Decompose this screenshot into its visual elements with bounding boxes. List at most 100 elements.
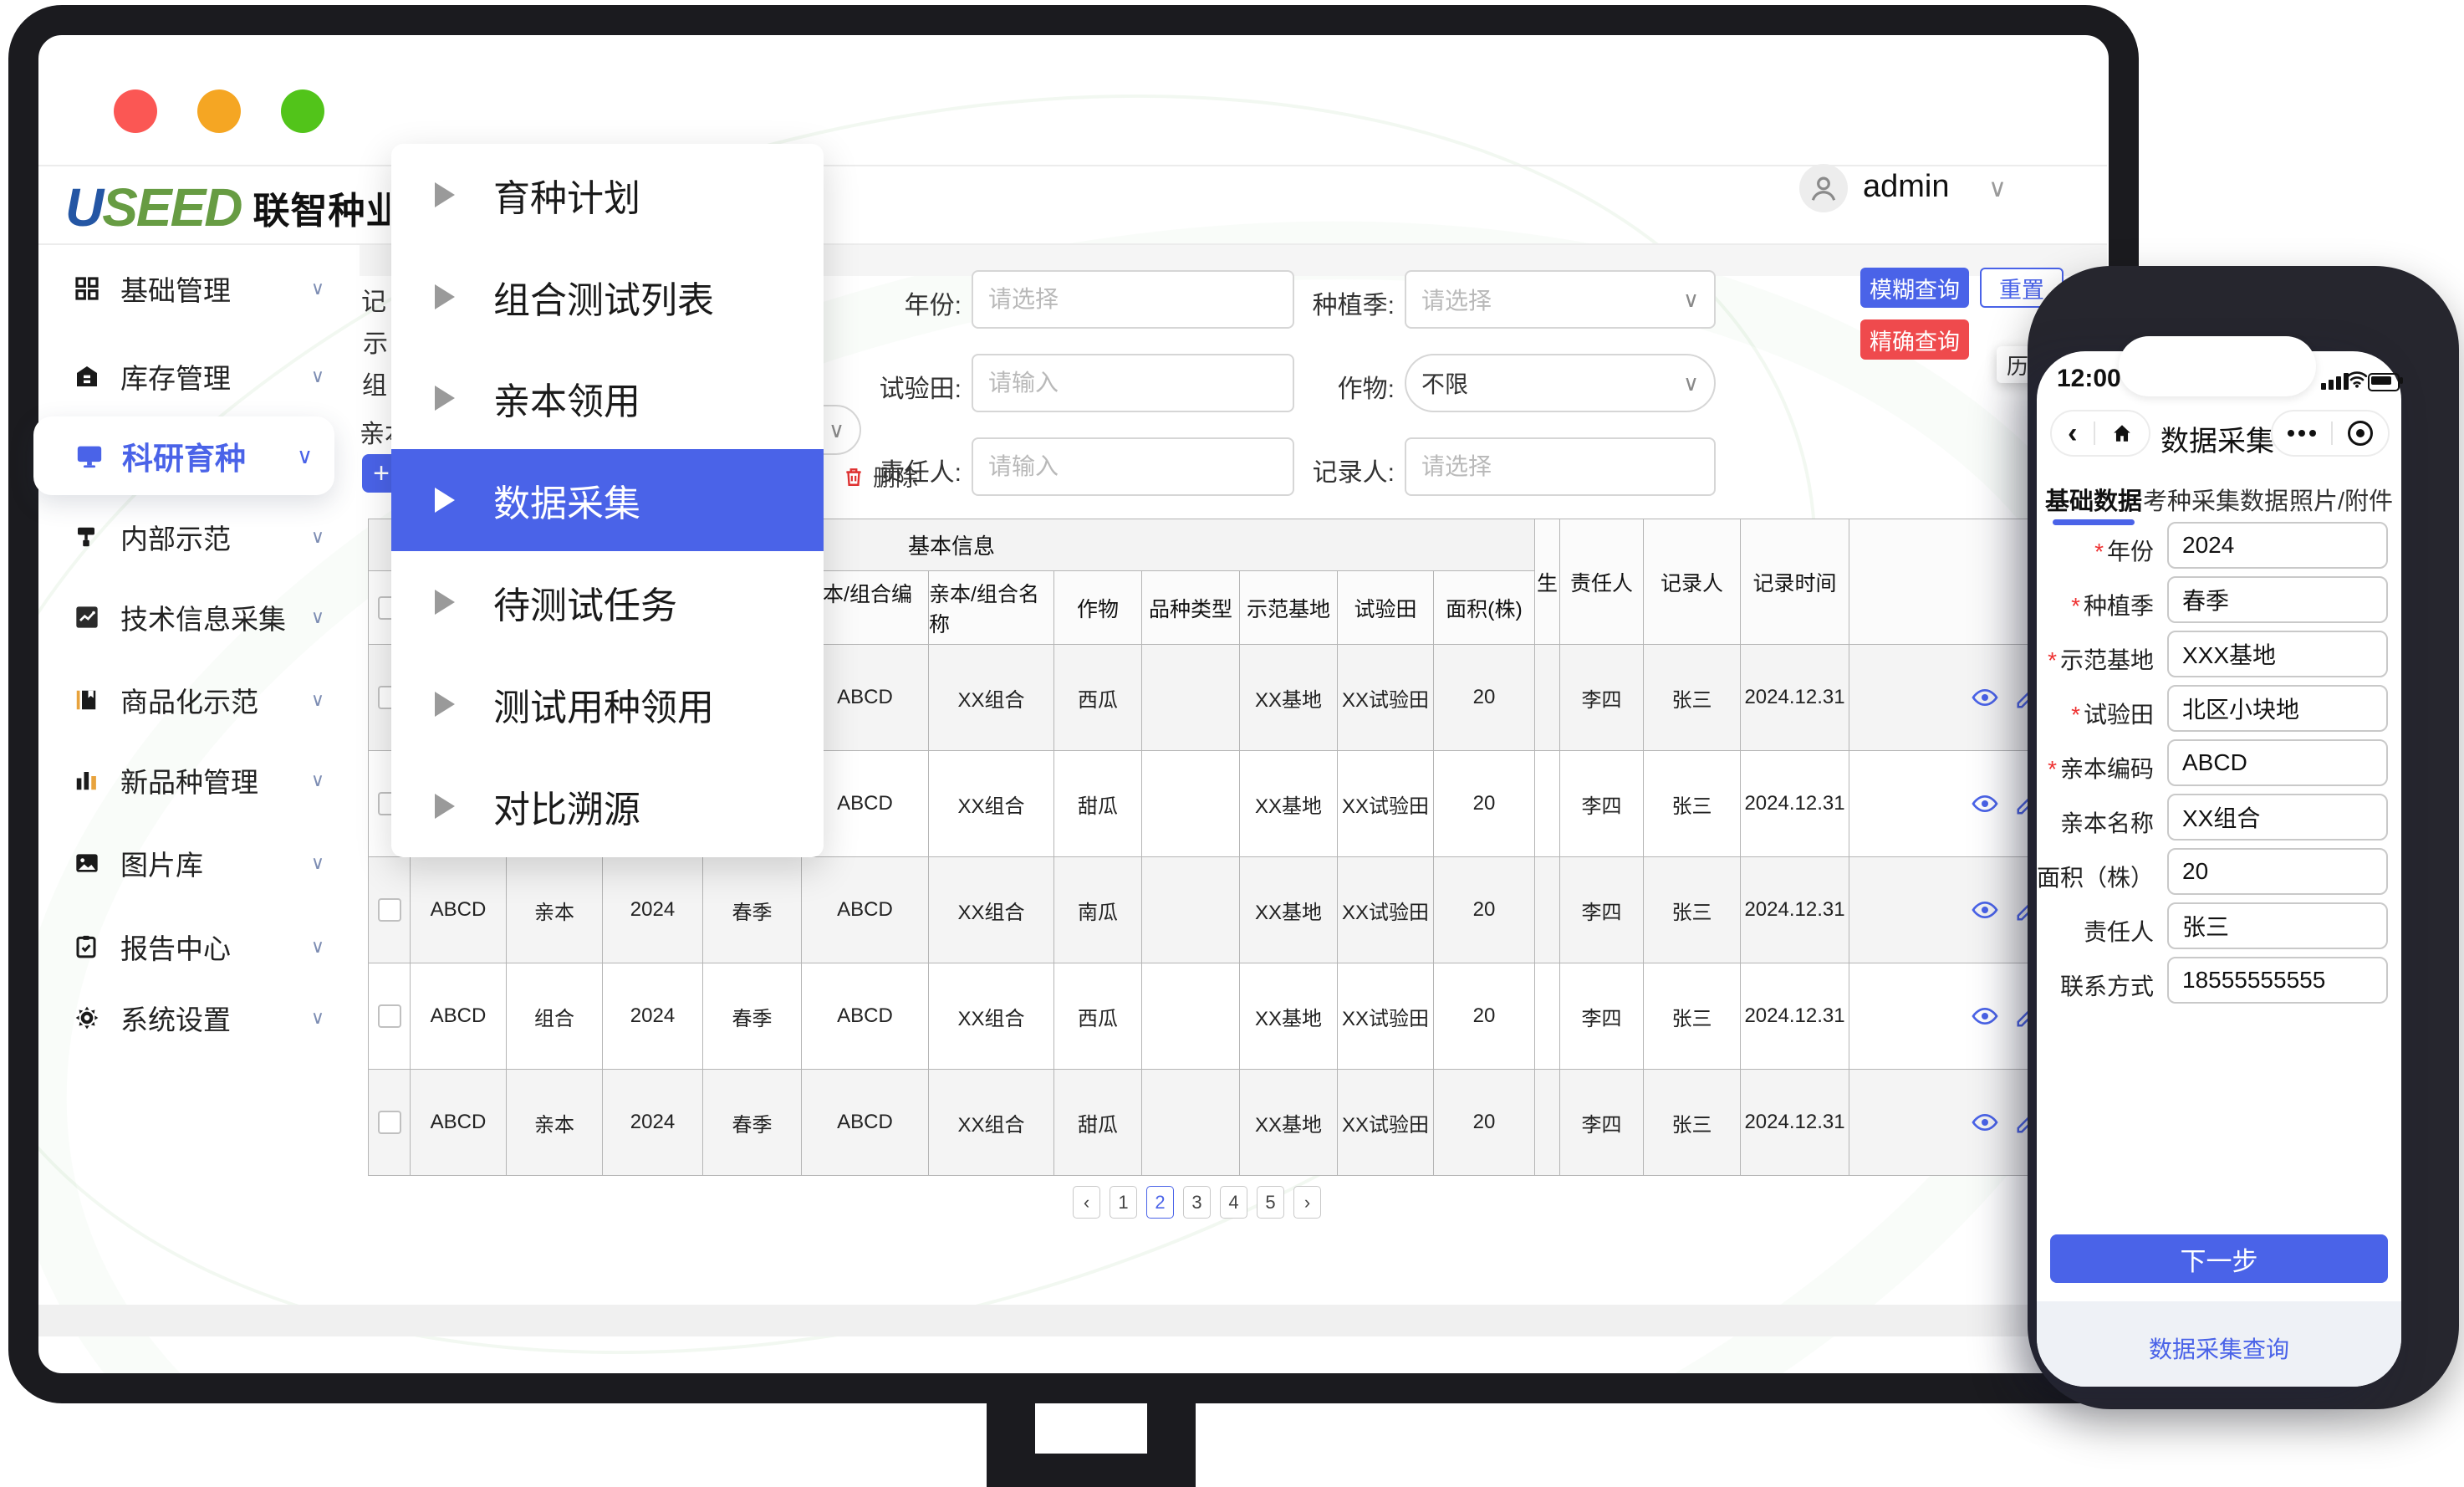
eye-icon[interactable] bbox=[1972, 684, 1998, 711]
submenu-item[interactable]: 数据采集 bbox=[391, 449, 824, 552]
submenu-item[interactable]: 组合测试列表 bbox=[391, 246, 824, 348]
fuzzy-search-button[interactable]: 模糊查询 bbox=[1860, 268, 1969, 308]
eye-icon[interactable] bbox=[1972, 790, 1998, 817]
close-window-dot[interactable] bbox=[114, 89, 157, 133]
chart-line-icon bbox=[74, 603, 102, 631]
cell-trial-field: XX试验田 bbox=[1338, 1070, 1434, 1176]
field-input[interactable]: 18555555555 bbox=[2167, 957, 2388, 1004]
user-menu-caret-icon[interactable]: ∨ bbox=[1988, 175, 2007, 202]
phone-form-row: * 种植季 春季 bbox=[2037, 576, 2401, 631]
chevron-down-icon: ∨ bbox=[310, 606, 324, 627]
pagination-prev[interactable]: ‹ bbox=[1073, 1186, 1100, 1219]
username[interactable]: admin bbox=[1863, 169, 1950, 204]
chrome-divider bbox=[38, 165, 2107, 166]
field-input[interactable]: 张三 bbox=[2167, 902, 2388, 949]
home-icon[interactable] bbox=[2111, 422, 2133, 444]
submenu-item[interactable]: 亲本领用 bbox=[391, 348, 824, 450]
phone-tab[interactable]: 照片/附件 bbox=[2288, 488, 2393, 515]
crop-filter-select[interactable]: 不限 ∨ bbox=[1405, 354, 1716, 412]
eye-icon[interactable] bbox=[1972, 897, 1998, 923]
field-input[interactable]: 北区小块地 bbox=[2167, 685, 2388, 732]
phone-tab[interactable]: 考种采集数据 bbox=[2142, 488, 2288, 515]
chevron-down-icon: ∨ bbox=[310, 365, 324, 386]
delete-button[interactable]: 删除 bbox=[843, 460, 918, 493]
column-header-record-time: 记录时间 bbox=[1741, 519, 1849, 645]
sidebar-item-image-library[interactable]: 图片库 ∨ bbox=[74, 843, 324, 883]
field-input[interactable]: 20 bbox=[2167, 848, 2388, 895]
phone-form-row: 责任人 张三 bbox=[2037, 902, 2401, 957]
required-star: * bbox=[2048, 647, 2057, 673]
phone-form-row: 联系方式 18555555555 bbox=[2037, 957, 2401, 1011]
report-icon bbox=[74, 933, 102, 961]
field-input[interactable]: ABCD bbox=[2167, 739, 2388, 786]
field-input[interactable]: 春季 bbox=[2167, 576, 2388, 623]
row-checkbox-cell[interactable] bbox=[369, 963, 411, 1070]
cell-code: ABCD bbox=[411, 1070, 507, 1176]
pagination-page[interactable]: 4 bbox=[1220, 1186, 1247, 1219]
field-input[interactable]: XXX基地 bbox=[2167, 631, 2388, 677]
cell-area: 20 bbox=[1434, 1070, 1535, 1176]
chevron-down-icon: ∨ bbox=[310, 1007, 324, 1028]
sidebar-item-tech-info[interactable]: 技术信息采集 ∨ bbox=[74, 597, 324, 637]
phone-form-row: * 示范基地 XXX基地 bbox=[2037, 631, 2401, 685]
sidebar-item-commercial-demo[interactable]: 商品化示范 ∨ bbox=[74, 680, 324, 720]
data-collection-query-link[interactable]: 数据采集查询 bbox=[2148, 1336, 2289, 1362]
pagination-page[interactable]: 2 bbox=[1146, 1186, 1174, 1219]
submenu-item-label: 数据采集 bbox=[493, 483, 640, 525]
maximize-window-dot[interactable] bbox=[281, 89, 324, 133]
capsule-close-icon[interactable] bbox=[2348, 421, 2373, 446]
sidebar-item-new-variety[interactable]: 新品种管理 ∨ bbox=[74, 760, 324, 800]
field-input[interactable]: XX组合 bbox=[2167, 794, 2388, 841]
pagination-page[interactable]: 1 bbox=[1110, 1186, 1137, 1219]
sidebar-item-report-center[interactable]: 报告中心 ∨ bbox=[74, 927, 324, 967]
cell-season: 春季 bbox=[703, 963, 802, 1070]
cell-parent-combo-code: ABCD bbox=[802, 1070, 929, 1176]
eye-icon[interactable] bbox=[1972, 1003, 1998, 1030]
next-step-button[interactable]: 下一步 bbox=[2050, 1234, 2388, 1283]
cell-recorder: 张三 bbox=[1644, 857, 1741, 963]
cell-type: 亲本 bbox=[507, 1070, 603, 1176]
cell-record-time: 2024.12.31 bbox=[1741, 751, 1849, 857]
cell-type: 亲本 bbox=[507, 857, 603, 963]
row-checkbox-cell[interactable] bbox=[369, 1070, 411, 1176]
row-checkbox-cell[interactable] bbox=[369, 857, 411, 963]
avatar[interactable] bbox=[1799, 164, 1848, 212]
sidebar-item-settings[interactable]: 系统设置 ∨ bbox=[74, 998, 324, 1038]
cell-demo-base: XX基地 bbox=[1240, 963, 1338, 1070]
minimize-window-dot[interactable] bbox=[197, 89, 241, 133]
column-header-partial: 生 bbox=[1535, 519, 1560, 645]
wifi-icon bbox=[2346, 370, 2368, 388]
cell-trial-field: XX试验田 bbox=[1338, 857, 1434, 963]
user-icon bbox=[1811, 176, 1836, 201]
submenu-item[interactable]: 育种计划 bbox=[391, 144, 824, 246]
submenu-item[interactable]: 对比溯源 bbox=[391, 755, 824, 857]
sidebar-item-research-breeding[interactable]: 科研育种 ∨ bbox=[33, 416, 334, 495]
row-checkbox bbox=[377, 1111, 401, 1134]
roller-icon bbox=[74, 523, 102, 551]
exact-search-button[interactable]: 精确查询 bbox=[1860, 319, 1969, 360]
column-header-parent-combo-name: 亲本/组合名称 bbox=[929, 571, 1054, 645]
sidebar-item-basic-mgmt[interactable]: 基础管理 ∨ bbox=[74, 268, 324, 309]
recorder-filter-input[interactable] bbox=[1405, 437, 1716, 496]
pagination-page[interactable]: 3 bbox=[1183, 1186, 1211, 1219]
back-icon[interactable]: ‹ bbox=[2068, 417, 2078, 449]
field-input[interactable]: 2024 bbox=[2167, 522, 2388, 569]
sidebar-item-internal-demo[interactable]: 内部示范 ∨ bbox=[74, 517, 324, 557]
pagination-next[interactable]: › bbox=[1293, 1186, 1321, 1219]
eye-icon[interactable] bbox=[1972, 1109, 1998, 1136]
owner-filter-input[interactable] bbox=[972, 437, 1294, 496]
sidebar-item-inventory[interactable]: 库存管理 ∨ bbox=[74, 356, 324, 396]
year-filter-input[interactable] bbox=[972, 270, 1294, 329]
trial-field-filter-input[interactable] bbox=[972, 354, 1294, 412]
more-icon[interactable] bbox=[2288, 430, 2316, 437]
cell-trial-field: XX试验田 bbox=[1338, 963, 1434, 1070]
pagination-page[interactable]: 5 bbox=[1257, 1186, 1284, 1219]
submenu-item[interactable]: 待测试任务 bbox=[391, 551, 824, 653]
cell-parent-combo-code: ABCD bbox=[802, 751, 929, 857]
submenu-item[interactable]: 测试用种领用 bbox=[391, 653, 824, 755]
cell-code: ABCD bbox=[411, 857, 507, 963]
phone-tab[interactable]: 基础数据 bbox=[2045, 482, 2142, 525]
cell-owner: 李四 bbox=[1560, 751, 1644, 857]
season-filter-select[interactable]: 请选择 ∨ bbox=[1405, 270, 1716, 329]
chevron-down-icon: ∨ bbox=[1682, 370, 1699, 396]
